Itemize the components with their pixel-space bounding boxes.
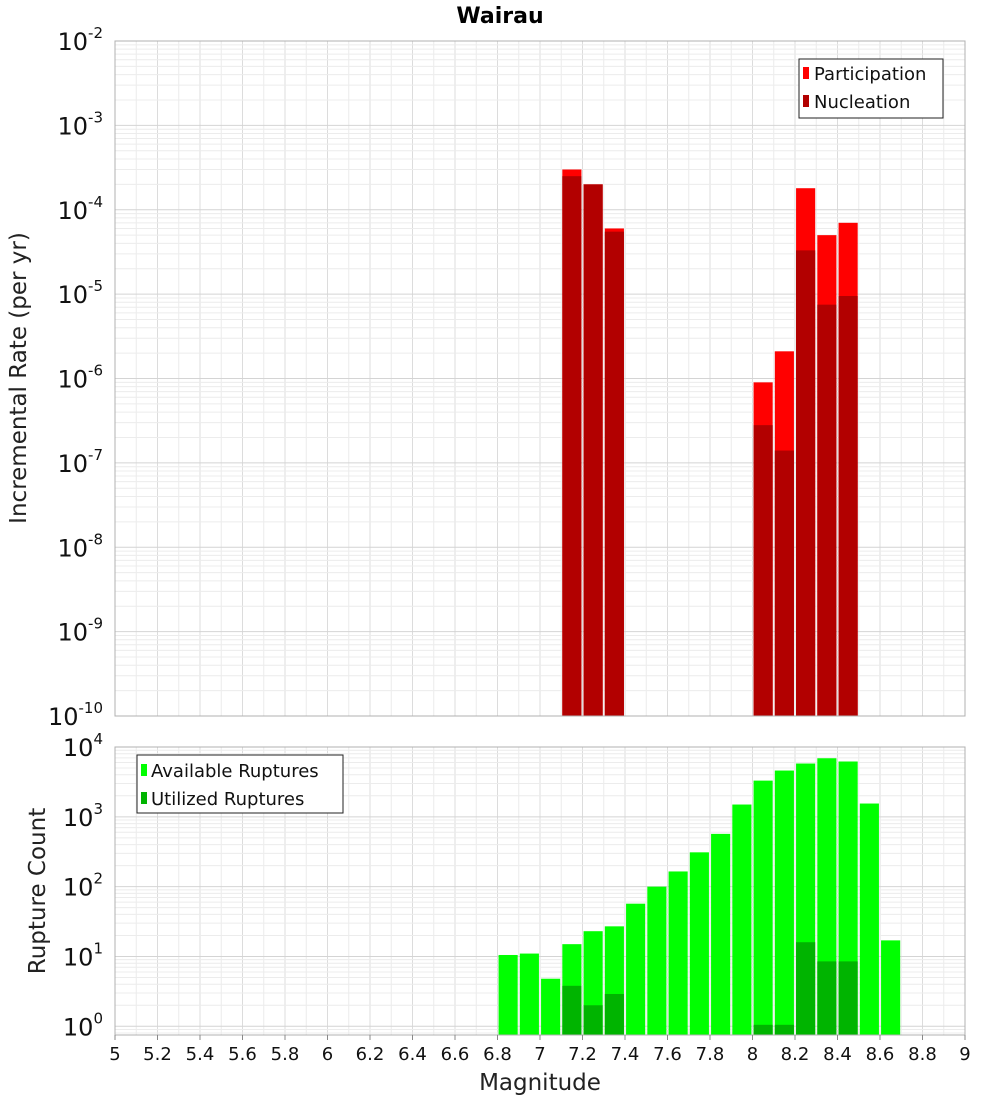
y-tick-label: 10-7 xyxy=(57,446,103,478)
legend-swatch-utilized xyxy=(141,792,147,804)
bottom-y-axis-label: Rupture Count xyxy=(25,808,51,974)
bottom-legend: Available Ruptures Utilized Ruptures xyxy=(136,754,344,814)
x-tick-label: 9 xyxy=(959,1044,970,1065)
legend-swatch-participation xyxy=(803,67,809,79)
y-tick-label: 10-10 xyxy=(48,699,103,731)
chart-title: Wairau xyxy=(456,4,543,29)
x-tick-label: 7 xyxy=(534,1044,545,1065)
top-legend-box xyxy=(798,58,944,119)
legend-label-participation: Participation xyxy=(814,64,926,85)
bar-nucleation xyxy=(604,231,624,716)
x-tick-label: 8.6 xyxy=(866,1044,895,1065)
y-tick-label: 10-5 xyxy=(57,277,103,309)
top-legend: Participation Nucleation xyxy=(798,58,944,119)
y-tick-label: 10-3 xyxy=(57,108,103,140)
bar-utilized-ruptures xyxy=(796,942,816,1035)
bar-available-ruptures xyxy=(859,803,879,1035)
legend-label-nucleation: Nucleation xyxy=(814,92,910,113)
bottom-legend-box xyxy=(136,754,344,814)
x-tick-label: 7.2 xyxy=(568,1044,597,1065)
bar-utilized-ruptures xyxy=(774,1024,794,1035)
y-tick-label: 102 xyxy=(63,870,103,902)
bar-available-ruptures xyxy=(732,804,752,1035)
bottom-bars xyxy=(498,758,901,1035)
x-tick-label: 7.4 xyxy=(611,1044,640,1065)
top-plot-border xyxy=(114,40,966,717)
x-tick-label: 6.6 xyxy=(441,1044,470,1065)
y-tick-label: 10-8 xyxy=(57,530,103,562)
y-tick-label: 103 xyxy=(63,800,103,832)
top-y-tick-labels: 10-2 10-3 10-4 10-5 10-6 10-7 10-8 10-9 10-10 xyxy=(48,24,103,731)
bar-nucleation xyxy=(562,176,582,716)
bar-available-ruptures xyxy=(711,833,731,1035)
y-tick-label: 10-9 xyxy=(57,615,103,647)
x-tick-label: 5.2 xyxy=(143,1044,172,1065)
x-tick-label: 7.8 xyxy=(696,1044,725,1065)
legend-swatch-nucleation xyxy=(803,95,809,107)
legend-swatch-available xyxy=(141,764,147,776)
x-tick-label: 8 xyxy=(747,1044,758,1065)
legend-label-available: Available Ruptures xyxy=(151,761,319,782)
top-grid xyxy=(114,40,966,717)
x-tick-label: 6 xyxy=(322,1044,333,1065)
x-tick-label: 5.8 xyxy=(271,1044,300,1065)
y-tick-label: 10-6 xyxy=(57,362,103,394)
x-tick-label: 5.4 xyxy=(186,1044,215,1065)
bar-nucleation xyxy=(796,250,816,717)
y-tick-label: 104 xyxy=(63,730,103,762)
legend-label-utilized: Utilized Ruptures xyxy=(151,789,304,810)
bar-available-ruptures xyxy=(881,940,901,1035)
bar-available-ruptures xyxy=(498,954,518,1035)
bar-nucleation xyxy=(817,304,837,716)
bar-utilized-ruptures xyxy=(562,985,582,1035)
bar-available-ruptures xyxy=(689,852,709,1035)
bar-available-ruptures xyxy=(774,770,794,1035)
x-tick-label: 5.6 xyxy=(228,1044,257,1065)
bar-utilized-ruptures xyxy=(583,1005,603,1035)
bottom-y-tick-labels: 104 103 102 101 100 xyxy=(63,730,103,1041)
x-tick-label: 5 xyxy=(109,1044,120,1065)
bottom-plot-panel: 104 103 102 101 100 Rupture Count Available … xyxy=(25,730,971,1096)
y-tick-label: 101 xyxy=(63,939,103,971)
bar-nucleation xyxy=(774,450,794,716)
x-tick-label: 7.6 xyxy=(653,1044,682,1065)
bar-available-ruptures xyxy=(753,780,773,1035)
x-tick-labels: 5 5.2 5.4 5.6 5.8 6 6.2 6.4 6.6 6.8 7 7.2 7.4 7.6 7.8 8… xyxy=(109,1035,971,1065)
bar-available-ruptures xyxy=(647,886,667,1035)
x-axis-label: Magnitude xyxy=(479,1070,601,1096)
top-plot-panel: 10-2 10-3 10-4 10-5 10-6 10-7 10-8 10-9 10-10 In… xyxy=(6,24,966,731)
y-tick-label: 100 xyxy=(63,1009,103,1041)
x-tick-label: 6.4 xyxy=(398,1044,427,1065)
x-tick-label: 8.8 xyxy=(908,1044,937,1065)
y-tick-label: 10-4 xyxy=(57,193,103,225)
bar-available-ruptures xyxy=(541,978,561,1035)
bar-nucleation xyxy=(753,425,773,716)
x-tick-label: 6.8 xyxy=(483,1044,512,1065)
y-tick-label: 10-2 xyxy=(57,24,103,56)
bar-available-ruptures xyxy=(626,903,646,1035)
bar-utilized-ruptures xyxy=(753,1024,773,1035)
top-y-axis-label: Incremental Rate (per yr) xyxy=(6,232,32,524)
bar-utilized-ruptures xyxy=(838,961,858,1035)
bar-nucleation xyxy=(838,296,858,716)
bar-utilized-ruptures xyxy=(604,993,624,1035)
bar-available-ruptures xyxy=(668,871,688,1035)
bar-utilized-ruptures xyxy=(817,961,837,1035)
bar-available-ruptures xyxy=(519,953,539,1035)
x-tick-label: 6.2 xyxy=(356,1044,385,1065)
bar-nucleation xyxy=(583,184,603,717)
x-tick-label: 8.4 xyxy=(823,1044,852,1065)
top-bars xyxy=(562,169,858,717)
x-tick-label: 8.2 xyxy=(781,1044,810,1065)
